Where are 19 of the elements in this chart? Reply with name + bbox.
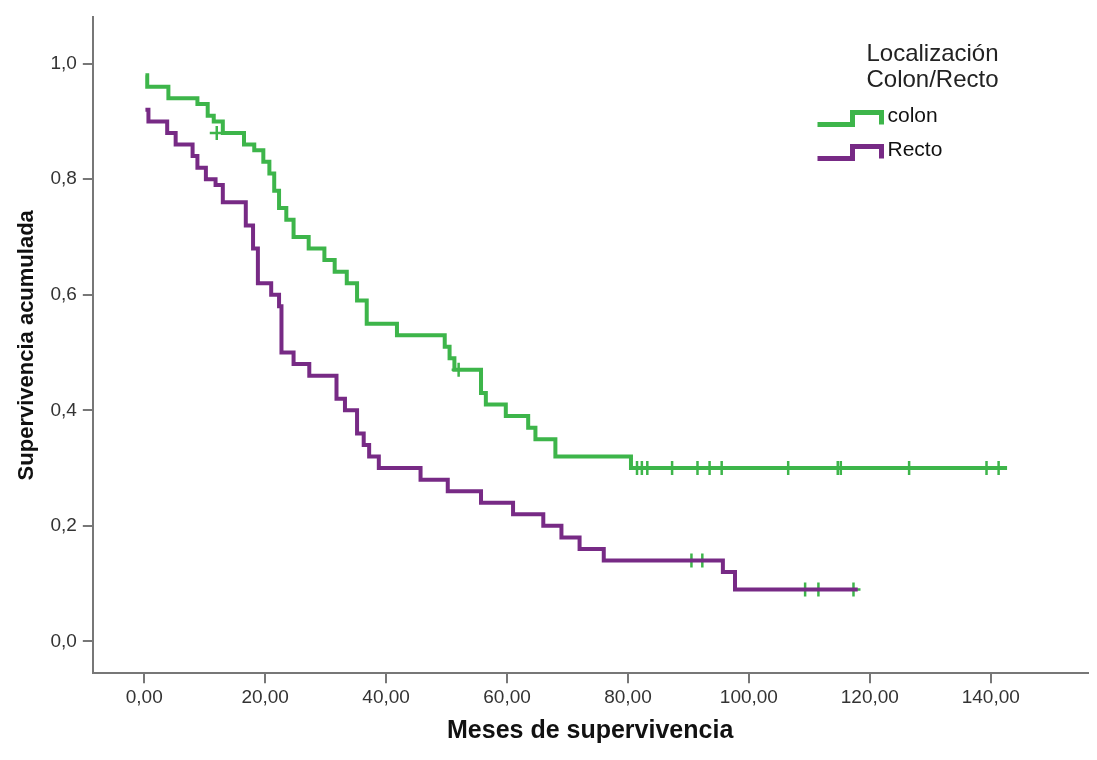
x-tick-label: 0,00 xyxy=(125,685,163,707)
y-tick-label: 1,0 xyxy=(50,51,77,73)
x-tick-label: 40,00 xyxy=(362,685,410,707)
y-tick-label: 0,2 xyxy=(50,514,77,536)
x-tick-label: 60,00 xyxy=(483,685,531,707)
legend-label: colon xyxy=(887,103,938,127)
y-tick-label: 0,4 xyxy=(50,398,78,420)
legend-title: Localización Colon/Recto xyxy=(866,39,999,93)
x-tick-label: 120,00 xyxy=(840,685,899,707)
y-tick-label: 0,6 xyxy=(50,282,77,304)
x-tick-label: 20,00 xyxy=(241,685,289,707)
x-tick-label: 140,00 xyxy=(961,685,1020,707)
y-tick-label: 0,0 xyxy=(50,629,77,651)
y-axis-title: Supervivencia acumulada xyxy=(13,209,39,481)
x-axis-title: Meses de supervivencia xyxy=(447,714,735,743)
x-tick-label: 80,00 xyxy=(604,685,652,707)
legend-label: Recto xyxy=(887,137,943,161)
y-tick-label: 0,8 xyxy=(50,167,77,189)
x-tick-label: 100,00 xyxy=(719,685,778,707)
